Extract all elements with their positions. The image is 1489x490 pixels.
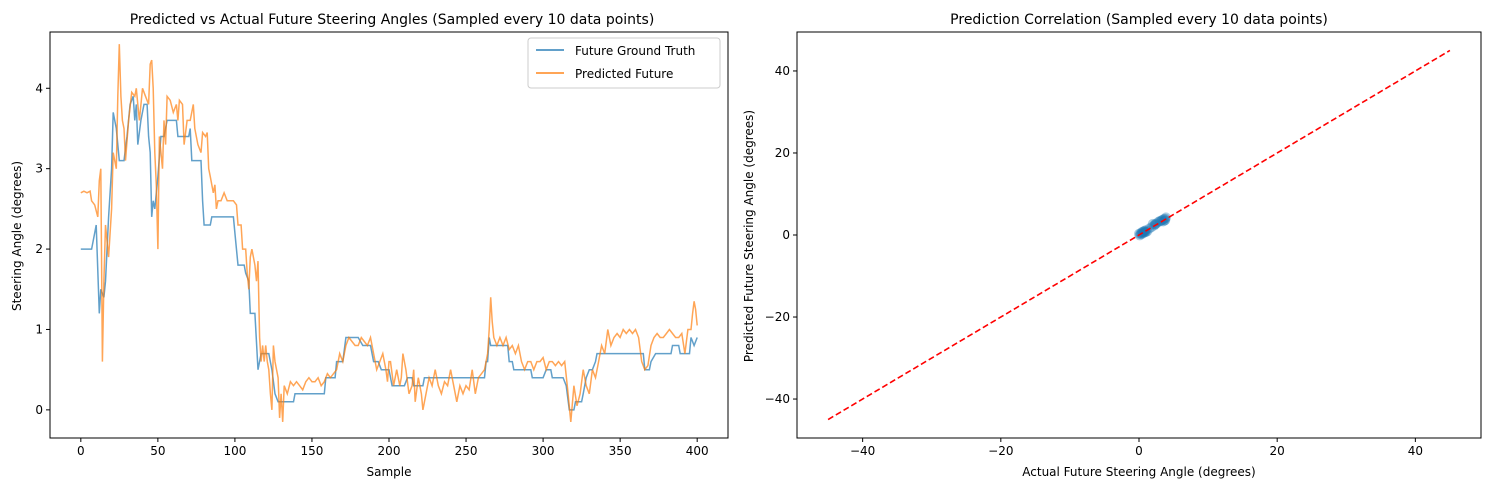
x-tick-label: 100 — [223, 444, 246, 458]
scatter-chart-xlabel: Actual Future Steering Angle (degrees) — [1022, 465, 1255, 479]
x-tick-label: 400 — [686, 444, 709, 458]
line-chart-title: Predicted vs Actual Future Steering Angl… — [130, 12, 655, 28]
scatter-point — [1149, 219, 1160, 230]
scatter-point — [1134, 228, 1144, 239]
x-tick-label: 300 — [532, 444, 555, 458]
x-tick-label: 200 — [378, 444, 401, 458]
scatter-chart-ticks: −40 −20 0 20 40 −40 −20 0 20 40 — [765, 64, 1423, 458]
legend-label-predicted: Predicted Future — [575, 67, 673, 81]
y-tick-label: 0 — [782, 228, 790, 242]
x-tick-label: 20 — [1270, 444, 1285, 458]
line-chart-ticks: 0 50 100 150 200 250 300 350 400 0 1 2 3 4 — [35, 81, 708, 458]
y-tick-label: 1 — [35, 322, 43, 336]
x-tick-label: −40 — [850, 444, 875, 458]
scatter-chart-title: Prediction Correlation (Sampled every 10… — [950, 12, 1328, 28]
scatter-chart-series — [827, 49, 1451, 421]
scatter-point — [1157, 214, 1168, 225]
x-tick-label: −20 — [988, 444, 1013, 458]
legend-label-ground-truth: Future Ground Truth — [575, 44, 695, 58]
y-tick-label: −40 — [765, 392, 790, 406]
y-tick-label: 0 — [35, 403, 43, 417]
series-line-predicted — [80, 44, 698, 422]
line-chart-xlabel: Sample — [367, 465, 412, 479]
line-chart-ylabel: Steering Angle (degrees) — [10, 161, 24, 311]
scatter-chart-ylabel: Predicted Future Steering Angle (degrees… — [742, 110, 756, 362]
legend-box — [527, 37, 721, 89]
x-tick-label: 50 — [150, 444, 165, 458]
x-tick-label: 0 — [1135, 444, 1143, 458]
line-chart-plot-area — [49, 31, 729, 439]
x-tick-label: 40 — [1408, 444, 1423, 458]
line-chart: Predicted vs Actual Future Steering Angl… — [10, 12, 729, 479]
reference-line — [827, 49, 1451, 421]
y-tick-label: −20 — [765, 310, 790, 324]
x-tick-label: 0 — [77, 444, 85, 458]
x-tick-label: 250 — [455, 444, 478, 458]
y-tick-label: 2 — [35, 242, 43, 256]
scatter-point — [1147, 218, 1158, 229]
y-tick-label: 4 — [35, 81, 43, 95]
y-tick-label: 20 — [775, 146, 790, 160]
y-tick-label: 3 — [35, 162, 43, 176]
plot-frame — [49, 31, 729, 439]
y-tick-label: 40 — [775, 64, 790, 78]
x-tick-label: 150 — [301, 444, 324, 458]
x-tick-label: 350 — [609, 444, 632, 458]
line-chart-series — [80, 44, 698, 422]
line-chart-legend: Future Ground Truth Predicted Future — [527, 37, 721, 89]
scatter-point — [1156, 215, 1167, 226]
scatter-chart: Prediction Correlation (Sampled every 10… — [742, 12, 1482, 479]
